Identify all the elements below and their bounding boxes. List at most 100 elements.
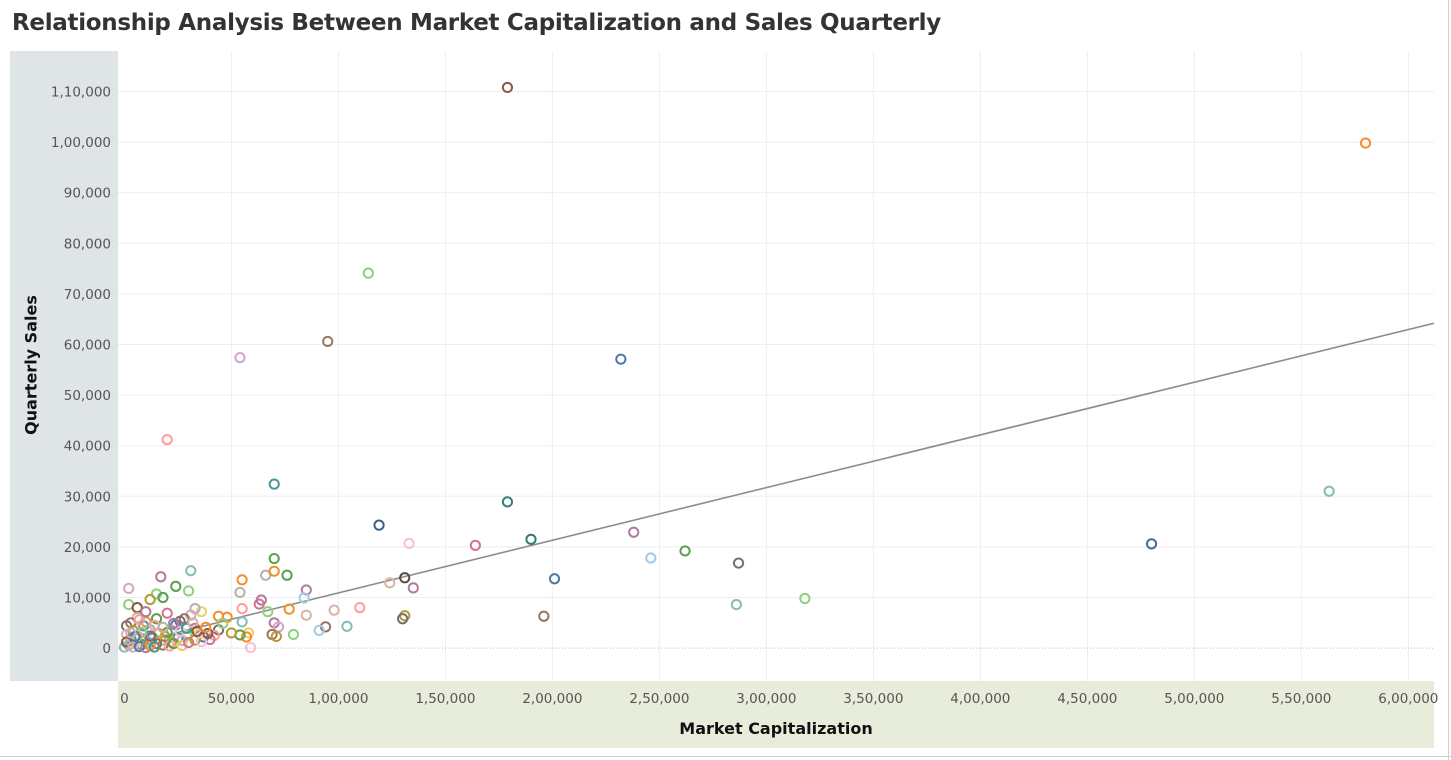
- y-tick-label: 80,000: [64, 236, 111, 252]
- data-point: [140, 606, 152, 618]
- data-point: [170, 580, 182, 592]
- data-point: [287, 628, 300, 641]
- data-point: [1145, 538, 1158, 550]
- data-point: [298, 592, 310, 604]
- y-tick-label: 70,000: [64, 287, 111, 303]
- data-point: [730, 598, 743, 611]
- data-point: [615, 353, 627, 365]
- data-point: [187, 617, 199, 629]
- data-point: [548, 573, 561, 585]
- x-tick-label: 4,50,000: [1057, 691, 1117, 707]
- data-point: [157, 591, 169, 604]
- x-tick-label: 2,00,000: [522, 691, 582, 707]
- data-point: [185, 565, 197, 577]
- data-point: [127, 641, 139, 653]
- chart-title: Relationship Analysis Between Market Cap…: [12, 10, 941, 36]
- data-point: [396, 613, 409, 625]
- data-point: [161, 434, 173, 446]
- data-point: [732, 557, 745, 569]
- data-point: [234, 586, 246, 599]
- x-tick-label: 3,50,000: [843, 691, 903, 707]
- data-point: [225, 627, 238, 639]
- data-point: [283, 603, 295, 615]
- data-point: [362, 267, 374, 279]
- data-point: [322, 335, 334, 348]
- data-point: [217, 617, 229, 629]
- y-tick-label: 1,00,000: [51, 135, 111, 151]
- data-point: [236, 616, 248, 628]
- data-point: [176, 639, 188, 652]
- data-point: [195, 635, 208, 648]
- data-point: [183, 636, 195, 649]
- data-point: [262, 606, 274, 618]
- x-tick-label: 1,00,000: [308, 691, 368, 707]
- bottom-border: [0, 756, 1451, 757]
- data-point: [407, 582, 419, 594]
- y-tick-label: 60,000: [64, 337, 111, 353]
- data-point: [150, 613, 163, 625]
- y-tick-label: 10,000: [64, 591, 111, 607]
- data-point: [300, 609, 312, 621]
- y-tick-label: 1,10,000: [51, 84, 111, 100]
- data-point: [313, 624, 325, 636]
- data-point: [260, 569, 272, 581]
- y-axis-panel: [10, 51, 118, 681]
- y-tick-label: 20,000: [64, 540, 111, 556]
- data-point: [403, 537, 415, 549]
- data-point: [200, 621, 212, 633]
- trend-line: [124, 322, 1435, 647]
- data-point: [281, 569, 293, 581]
- data-point: [799, 592, 811, 605]
- data-point: [268, 565, 280, 577]
- data-point: [133, 614, 145, 626]
- data-point: [469, 539, 481, 551]
- x-tick-label: 2,50,000: [629, 691, 689, 707]
- data-point: [234, 352, 246, 364]
- x-tick-label: 6,00,000: [1378, 691, 1438, 707]
- data-point: [373, 519, 385, 531]
- data-point: [157, 639, 169, 651]
- data-point: [1359, 137, 1372, 149]
- x-tick-label: 5,00,000: [1164, 691, 1224, 707]
- data-point: [240, 631, 252, 643]
- data-point: [270, 630, 282, 643]
- data-point: [202, 627, 214, 640]
- data-point: [236, 574, 248, 586]
- data-point: [168, 617, 180, 629]
- data-point: [155, 571, 167, 583]
- data-point: [268, 478, 280, 490]
- x-tick-label: 5,50,000: [1271, 691, 1331, 707]
- data-point: [183, 585, 195, 597]
- data-point: [133, 640, 145, 653]
- data-point: [538, 610, 550, 622]
- data-point: [645, 552, 657, 564]
- data-point: [180, 622, 193, 634]
- data-point: [123, 582, 135, 594]
- y-tick-label: 0: [102, 641, 111, 657]
- x-tick-label: 1,50,000: [415, 691, 475, 707]
- y-tick-label: 30,000: [64, 489, 111, 505]
- data-point: [399, 572, 411, 584]
- y-axis-label: Quarterly Sales: [21, 295, 41, 435]
- data-point: [384, 577, 396, 589]
- data-point: [679, 545, 691, 557]
- data-point: [125, 627, 137, 639]
- y-tick-label: 90,000: [64, 186, 111, 202]
- data-point: [341, 620, 353, 632]
- data-point: [501, 81, 514, 94]
- data-point: [501, 496, 514, 508]
- data-point: [268, 552, 280, 565]
- data-point: [354, 602, 366, 614]
- data-point: [525, 533, 537, 545]
- data-point: [195, 606, 208, 618]
- x-tick-label: 4,00,000: [950, 691, 1010, 707]
- data-point: [1323, 485, 1335, 497]
- data-point: [157, 621, 169, 633]
- x-axis-panel: [118, 681, 1434, 748]
- x-tick-label: 0: [120, 691, 129, 707]
- data-point: [161, 607, 173, 619]
- data-point: [144, 593, 156, 606]
- data-point: [245, 642, 257, 654]
- data-point: [328, 604, 340, 616]
- y-tick-label: 40,000: [64, 439, 111, 455]
